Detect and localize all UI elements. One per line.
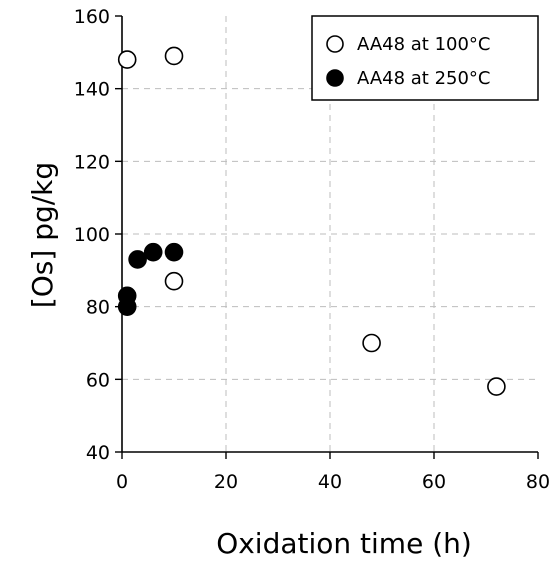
- y-tick-label: 140: [74, 79, 110, 101]
- y-axis: 40 60 80 100 120 140 160: [74, 6, 122, 464]
- data-point-filled: [143, 242, 163, 262]
- legend-box: [311, 15, 539, 101]
- y-tick-label: 80: [86, 297, 110, 319]
- data-point-open: [117, 50, 137, 69]
- x-axis-title: Oxidation time (h): [216, 527, 472, 560]
- y-axis-title: [Os] pg/kg: [26, 162, 59, 308]
- data-point-open: [362, 333, 381, 353]
- x-tick-label: 80: [526, 471, 550, 493]
- x-axis: 0 20 40 60 80: [116, 452, 550, 493]
- y-tick-label: 120: [74, 151, 110, 173]
- legend-filled-circle-marker: [326, 69, 344, 87]
- x-tick-label: 20: [214, 471, 238, 493]
- legend-open-circle-marker: [326, 35, 344, 53]
- x-tick-label: 0: [116, 471, 128, 493]
- data-point-filled: [117, 297, 137, 316]
- legend-label-series-2: AA48 at 250°C: [357, 68, 491, 89]
- data-points: [117, 46, 506, 396]
- legend-label-series-1: AA48 at 100°C: [357, 34, 491, 55]
- x-tick-label: 40: [318, 471, 342, 493]
- y-tick-label: 160: [74, 6, 110, 28]
- legend: AA48 at 100°C AA48 at 250°C: [311, 15, 539, 101]
- data-point-filled: [164, 242, 184, 262]
- y-tick-label: 60: [86, 369, 110, 391]
- data-point-open: [164, 271, 184, 291]
- y-tick-label: 100: [74, 224, 110, 246]
- data-point-filled: [128, 250, 147, 269]
- x-tick-label: 60: [422, 471, 446, 493]
- y-tick-label: 40: [86, 442, 110, 464]
- data-point-open: [164, 46, 184, 66]
- data-point-open: [487, 377, 506, 396]
